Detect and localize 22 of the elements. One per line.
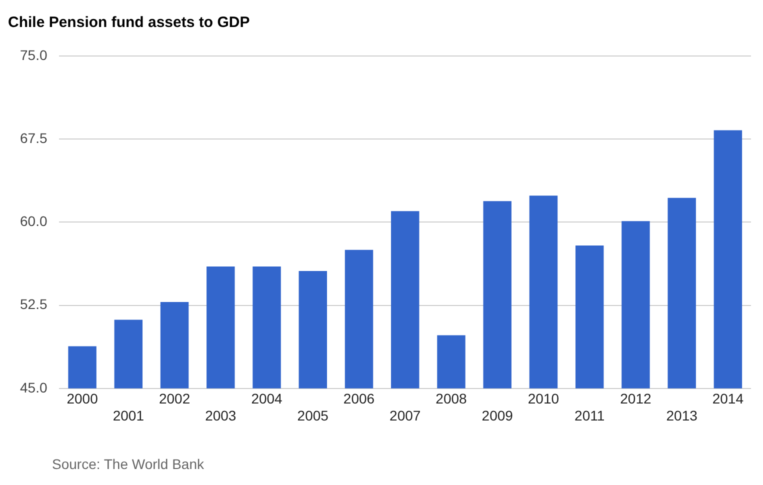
x-tick-label: 2008 (436, 390, 468, 407)
x-tick-label: 2004 (251, 390, 283, 407)
source-note: Source: The World Bank (52, 456, 206, 472)
chart-title: Chile Pension fund assets to GDP (8, 14, 250, 32)
x-tick-label: 2013 (666, 407, 698, 424)
x-tick-label: 2000 (66, 390, 98, 407)
x-tick-label: 2010 (528, 390, 560, 407)
x-tick-label: 2014 (712, 390, 744, 407)
x-tick-label: 2009 (482, 407, 514, 424)
y-tick-label: 75.0 (20, 46, 48, 63)
y-tick-label: 60.0 (20, 213, 48, 230)
x-tick-label: 2006 (343, 390, 375, 407)
x-tick-label: 2011 (574, 407, 605, 424)
x-tick-label: 2012 (620, 390, 652, 407)
x-tick-label: 2002 (158, 390, 190, 407)
y-tick-label: 52.5 (20, 296, 48, 312)
x-tick-label: 2005 (297, 407, 329, 424)
x-tick-label: 2001 (112, 407, 144, 424)
x-tick-label: 2007 (390, 407, 421, 424)
x-tick-label: 2003 (205, 407, 236, 424)
y-tick-label: 45.0 (20, 379, 48, 396)
y-tick-label: 67.5 (20, 130, 48, 146)
